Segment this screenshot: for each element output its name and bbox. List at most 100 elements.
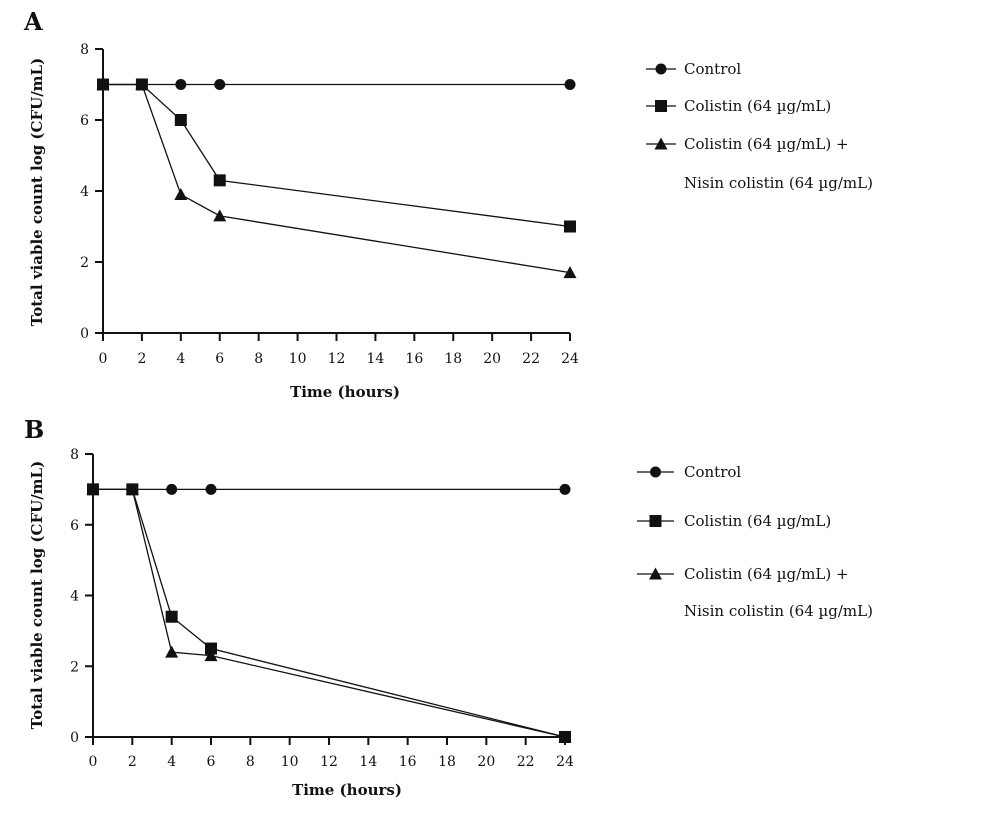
y-tick-label: 4 [70, 589, 79, 605]
legend-entry: Control [637, 463, 741, 481]
marker-square [213, 174, 226, 187]
legend-entry: Colistin (64 µg/mL) + Nisin colistin (64 … [646, 135, 873, 192]
marker-triangle [165, 645, 179, 658]
series-circle [97, 79, 576, 90]
x-tick-label: 10 [289, 351, 307, 367]
marker-circle [559, 483, 571, 495]
y-tick-label: 2 [80, 255, 89, 271]
marker-square [564, 220, 576, 233]
marker-circle [166, 483, 178, 495]
marker-circle [214, 79, 226, 90]
marker-triangle [174, 188, 188, 201]
marker-square [655, 100, 667, 112]
y-tick-label: 6 [80, 113, 89, 129]
y-tick-label: 8 [70, 447, 79, 463]
x-tick-label: 24 [561, 351, 579, 367]
legend-label-line2: Nisin colistin (64 µg/mL) [684, 174, 873, 192]
marker-triangle [213, 209, 227, 222]
marker-circle [655, 63, 667, 75]
series-layer [86, 482, 572, 743]
y-axis-title: Total viable count log (CFU/mL) [28, 461, 46, 729]
series-square [87, 483, 571, 743]
x-tick-label: 2 [128, 754, 137, 770]
legend-label: Colistin (64 µg/mL) + [684, 565, 849, 583]
legend: Control Colistin (64 µg/mL) Colistin (64 µ… [637, 463, 873, 620]
marker-triangle [96, 78, 110, 90]
series-line [93, 488, 566, 738]
x-tick-label: 18 [444, 351, 462, 367]
x-tick-label: 14 [359, 754, 377, 770]
x-tick-label: 2 [137, 351, 146, 367]
legend-label: Control [684, 60, 741, 78]
marker-square [205, 642, 217, 655]
marker-triangle [558, 730, 572, 743]
series-square [97, 78, 576, 233]
x-tick-label: 20 [483, 351, 501, 367]
legend-entry: Control [646, 60, 741, 78]
x-tick-label: 4 [167, 754, 176, 770]
legend-label: Colistin (64 µg/mL) + [684, 135, 849, 153]
x-tick-label: 22 [517, 754, 535, 770]
x-tick-label: 4 [176, 351, 185, 367]
x-tick-label: 6 [215, 351, 224, 367]
y-axis-title: Total viable count log (CFU/mL) [28, 58, 46, 326]
series-triangle [86, 482, 572, 743]
marker-circle [564, 79, 576, 90]
panel-a: A Total viable count log (CFU/mL) Time (… [23, 7, 873, 401]
marker-triangle [654, 137, 668, 150]
marker-square [649, 515, 662, 527]
x-tick-label: 0 [99, 351, 108, 367]
marker-circle [650, 466, 661, 478]
legend-label: Colistin (64 µg/mL) [684, 97, 831, 115]
series-layer [96, 78, 577, 279]
legend-label-line2: Nisin colistin (64 µg/mL) [684, 602, 873, 620]
marker-triangle [125, 482, 139, 495]
marker-triangle [86, 482, 100, 495]
x-tick-label: 16 [399, 754, 417, 770]
marker-square [165, 610, 178, 623]
panel-b: B Total viable count log (CFU/mL) Time (… [24, 415, 873, 799]
x-axis-title: Time (hours) [292, 781, 402, 799]
marker-circle [175, 79, 187, 90]
legend: Control Colistin (64 µg/mL) Colistin (64 µ… [646, 60, 873, 192]
y-tick-label: 8 [80, 42, 89, 58]
x-tick-label: 16 [405, 351, 423, 367]
x-tick-label: 12 [328, 351, 346, 367]
x-tick-label: 18 [438, 754, 456, 770]
y-tick-label: 0 [70, 730, 79, 746]
marker-triangle [563, 266, 577, 279]
marker-triangle [649, 567, 662, 580]
y-tick-label: 0 [80, 326, 89, 342]
x-axis-title: Time (hours) [290, 383, 400, 401]
x-tick-label: 6 [207, 754, 216, 770]
legend-entry: Colistin (64 µg/mL) [637, 512, 831, 530]
x-tick-label: 24 [556, 754, 574, 770]
marker-triangle [135, 78, 149, 90]
legend-entry: Colistin (64 µg/mL) + Nisin colistin (64 … [637, 565, 873, 620]
marker-square [174, 114, 187, 126]
panel-letter: A [23, 7, 43, 36]
y-tick-label: 4 [80, 184, 89, 200]
legend-label: Colistin (64 µg/mL) [684, 512, 831, 530]
y-tick-label: 6 [70, 518, 79, 534]
marker-triangle [204, 649, 218, 662]
x-tick-label: 8 [246, 754, 255, 770]
x-tick-label: 20 [477, 754, 495, 770]
x-tick-label: 12 [320, 754, 338, 770]
y-tick-label: 2 [70, 659, 79, 675]
x-tick-label: 22 [522, 351, 540, 367]
panel-letter: B [24, 415, 44, 444]
marker-circle [205, 483, 217, 495]
series-triangle [96, 78, 577, 279]
legend-label: Control [684, 463, 741, 481]
x-tick-label: 8 [254, 351, 263, 367]
x-tick-label: 10 [281, 754, 299, 770]
x-tick-label: 0 [89, 754, 98, 770]
x-tick-label: 14 [367, 351, 385, 367]
series-circle [87, 483, 571, 495]
series-line [93, 488, 566, 738]
series-line [103, 83, 571, 228]
